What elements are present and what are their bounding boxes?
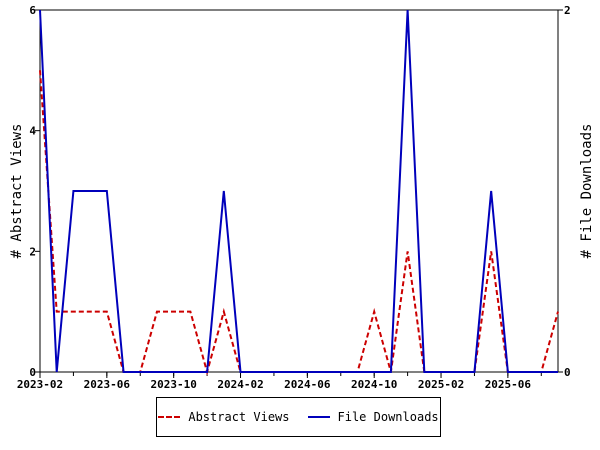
legend-swatch-abstract-views [158, 416, 181, 418]
x-tick-label: 2024-06 [284, 378, 331, 391]
y-axis-left-label: # Abstract Views [9, 124, 25, 259]
series-lines [39, 9, 559, 376]
series-line-file-downloads [39, 9, 558, 373]
x-tick-label: 2023-06 [84, 378, 131, 391]
legend-swatch-file-downloads [307, 416, 330, 418]
legend-label: Abstract Views [188, 410, 290, 424]
axes: 2023-02 2023-06 2023-10 2024-02 2024-06 2024-… [17, 4, 571, 391]
x-tick-label: 2025-02 [418, 378, 464, 391]
x-tick-label: 2024-02 [217, 378, 263, 391]
legend-item-abstract-views: Abstract Views [158, 410, 290, 424]
legend: Abstract Views File Downloads [156, 397, 441, 437]
y-left-tick-label: 0 [29, 366, 36, 379]
legend-item-file-downloads: File Downloads [307, 410, 439, 424]
y-left-tick-label: 6 [29, 4, 36, 17]
y-left-tick-label: 2 [29, 245, 36, 258]
series-line-abstract-views [39, 70, 559, 376]
chart: 2023-02 2023-06 2023-10 2024-02 2024-06 2024-… [9, 4, 595, 391]
y-right-tick-label: 0 [564, 366, 571, 379]
legend-label: File Downloads [337, 410, 439, 424]
y-left-tick-label: 4 [29, 125, 36, 138]
x-tick-label: 2024-10 [351, 378, 397, 391]
x-tick-label: 2025-06 [485, 378, 532, 391]
x-tick-label: 2023-02 [17, 378, 63, 391]
y-right-tick-label: 2 [564, 4, 571, 17]
y-axis-right-label: # File Downloads [579, 124, 595, 259]
x-tick-label: 2023-10 [150, 378, 196, 391]
